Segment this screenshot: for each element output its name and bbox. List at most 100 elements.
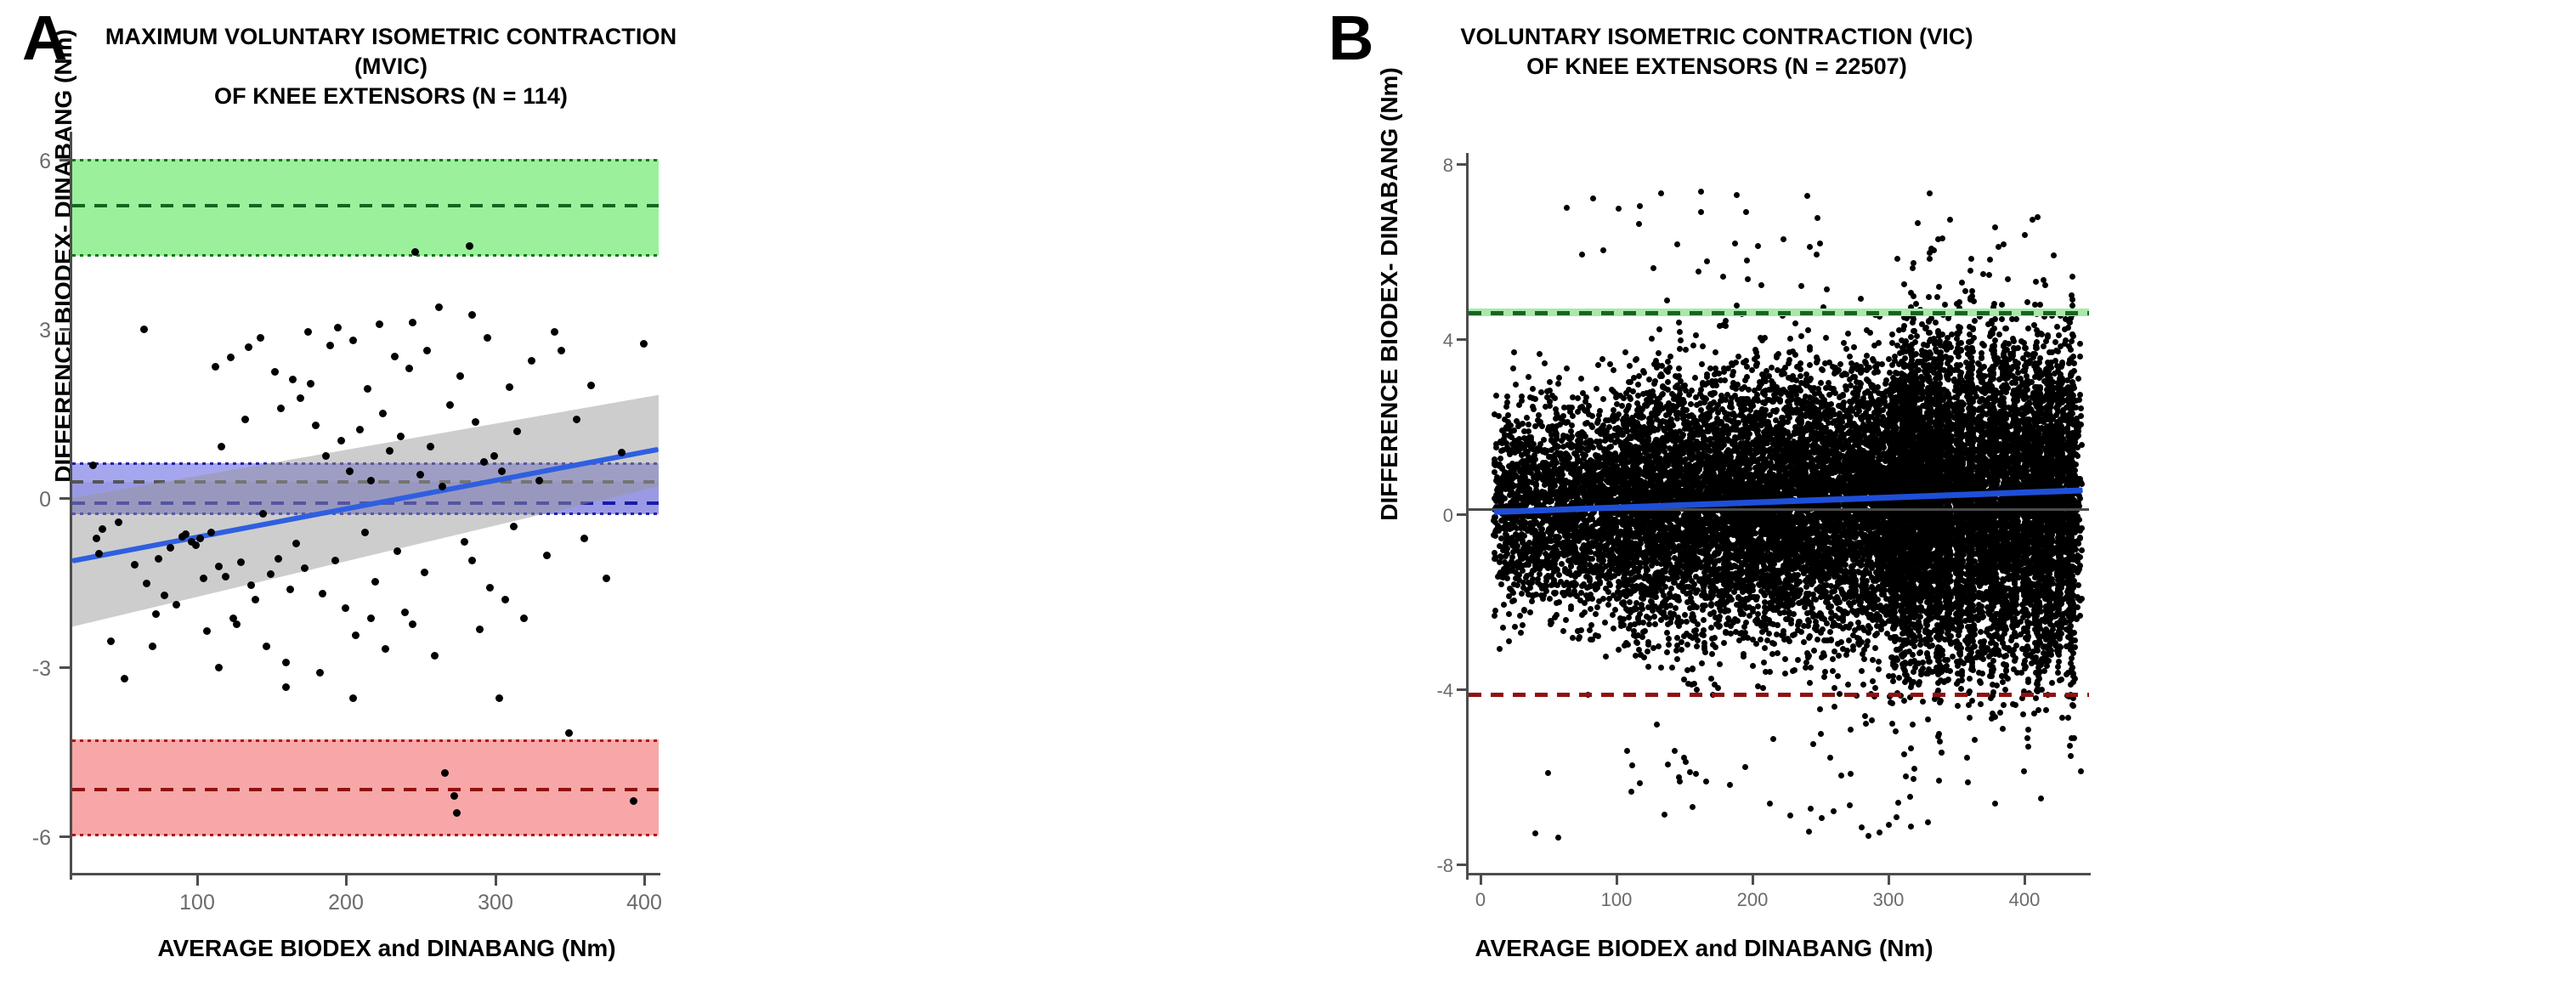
data-point	[393, 547, 402, 556]
panel-b-letter: B	[1328, 3, 1374, 73]
data-point	[1661, 592, 1667, 599]
panel-b: B VOLUNTARY ISOMETRIC CONTRACTION (VIC) …	[1288, 0, 2576, 1008]
data-point	[1587, 627, 1594, 634]
panel-a-ytick-1: 3	[39, 319, 51, 343]
data-point	[1916, 678, 1923, 685]
data-point	[501, 595, 509, 603]
data-point	[1900, 698, 1907, 705]
data-point	[390, 353, 399, 361]
data-point	[1555, 598, 1562, 605]
data-point	[202, 627, 211, 636]
panel-a-xtick-1: 200	[328, 891, 364, 915]
data-point	[1505, 638, 1512, 645]
data-point	[95, 549, 104, 558]
data-point	[346, 467, 354, 475]
panel-b-ytick-mark-0	[1457, 163, 1466, 166]
panel-a-ytick-0: 6	[39, 150, 51, 173]
data-point	[2056, 659, 2063, 665]
data-point	[1721, 640, 1728, 647]
data-point	[1844, 681, 1851, 688]
data-point	[214, 664, 223, 672]
data-point	[297, 394, 305, 402]
data-point	[378, 410, 387, 418]
data-point	[1697, 390, 1704, 397]
panel-b-title-line2: OF KNEE EXTENSORS (N = 22507)	[1526, 54, 1907, 80]
data-point	[456, 371, 464, 380]
data-point	[1666, 636, 1673, 643]
data-point	[639, 339, 648, 348]
data-point	[411, 247, 420, 256]
data-point	[1896, 675, 1903, 682]
data-point	[1589, 524, 1596, 530]
data-point	[1720, 274, 1727, 280]
data-point	[2076, 392, 2083, 399]
data-point	[1822, 669, 1829, 676]
data-point	[445, 400, 454, 409]
data-point	[256, 333, 264, 342]
data-point	[1616, 518, 1622, 525]
data-point	[2051, 252, 2058, 259]
data-point	[2073, 462, 2080, 468]
data-point	[192, 541, 201, 550]
data-point	[426, 442, 434, 450]
data-point	[1811, 391, 1818, 398]
data-point	[1841, 340, 1848, 347]
data-point	[348, 694, 357, 703]
data-point	[1574, 409, 1581, 416]
data-point	[114, 518, 122, 527]
panel-a-xtick-2: 300	[478, 891, 513, 915]
data-point	[1625, 614, 1632, 620]
panel-a-upper-loa-upper-edge	[72, 159, 659, 161]
data-point	[1786, 357, 1792, 363]
data-point	[281, 682, 290, 691]
data-point	[364, 385, 372, 394]
data-point	[307, 379, 315, 388]
data-point	[1700, 343, 1707, 349]
data-point	[207, 528, 215, 536]
data-point	[120, 674, 128, 682]
data-point	[461, 538, 469, 546]
data-point	[1863, 721, 1870, 728]
data-point	[435, 303, 444, 312]
data-point	[1708, 676, 1715, 682]
data-point	[603, 574, 611, 582]
data-point	[267, 569, 275, 578]
data-point	[438, 482, 446, 490]
data-point	[1692, 394, 1699, 400]
data-point	[281, 658, 290, 666]
data-point	[431, 651, 439, 660]
panel-a-ytick-mark-3	[59, 666, 70, 669]
data-point	[483, 333, 491, 342]
data-point	[542, 551, 551, 559]
data-point	[259, 509, 268, 518]
panel-b-ytick-4: -8	[1436, 855, 1453, 876]
data-point	[1717, 377, 1724, 383]
panel-a-x-axis-spine	[72, 873, 660, 875]
data-point	[401, 609, 410, 617]
panel-b-ytick-2: 0	[1442, 505, 1453, 526]
panel-a-xtick-mark-2	[495, 875, 497, 886]
data-point	[1537, 441, 1544, 448]
panel-a-y-axis-spine	[70, 132, 72, 880]
data-point	[252, 595, 260, 603]
data-point	[311, 421, 320, 429]
data-point	[2054, 323, 2061, 330]
panel-a-bias-upper-edge	[72, 462, 659, 465]
panel-a-lower-loa-mean-line	[72, 788, 659, 791]
data-point	[471, 417, 479, 426]
data-point	[1944, 360, 1950, 366]
data-point	[1679, 647, 1685, 654]
data-point	[1760, 660, 1767, 666]
data-point	[229, 614, 238, 622]
data-point	[214, 563, 223, 571]
data-point	[92, 534, 100, 542]
data-point	[1698, 660, 1705, 666]
data-point	[326, 341, 335, 349]
data-point	[1594, 385, 1600, 392]
panel-a-ytick-mark-2	[59, 497, 70, 500]
data-point	[241, 416, 250, 424]
data-point	[366, 614, 375, 622]
data-point	[1627, 363, 1633, 370]
data-point	[1692, 632, 1699, 639]
data-point	[1842, 383, 1848, 390]
